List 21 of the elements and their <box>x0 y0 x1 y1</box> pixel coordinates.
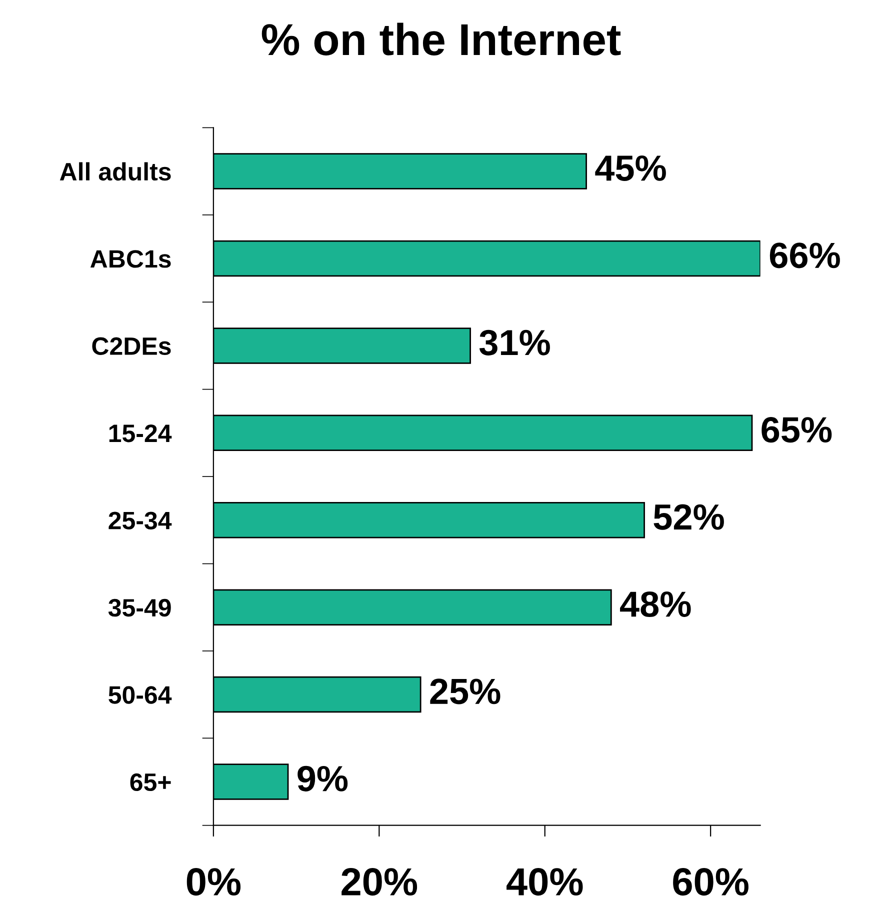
y-tick-label: 35-49 <box>108 598 171 617</box>
y-tick-label: 50-64 <box>108 686 172 704</box>
data-label: 52% <box>654 504 724 530</box>
y-tick-label: 65+ <box>130 773 171 792</box>
data-label: 65% <box>762 417 832 443</box>
data-label: 45% <box>595 156 666 181</box>
y-tick-label: All adults <box>60 162 171 181</box>
data-label: 48% <box>620 591 691 618</box>
y-tick-label: C2DEs <box>92 337 171 356</box>
data-label: 9% <box>298 766 348 792</box>
x-tick-label: 0% <box>186 868 241 896</box>
x-tick-label: 20% <box>342 868 418 896</box>
data-label: 66% <box>770 242 840 268</box>
data-label: 25% <box>430 678 500 704</box>
chart-title: % on the Internet <box>262 22 621 56</box>
y-tick-label: 15-24 <box>109 424 172 442</box>
data-label: 31% <box>479 330 550 356</box>
x-tick-label: 60% <box>673 868 748 896</box>
y-tick-label: 25-34 <box>108 512 172 530</box>
x-tick-label: 40% <box>506 868 583 896</box>
y-tick-label: ABC1s <box>90 250 171 268</box>
